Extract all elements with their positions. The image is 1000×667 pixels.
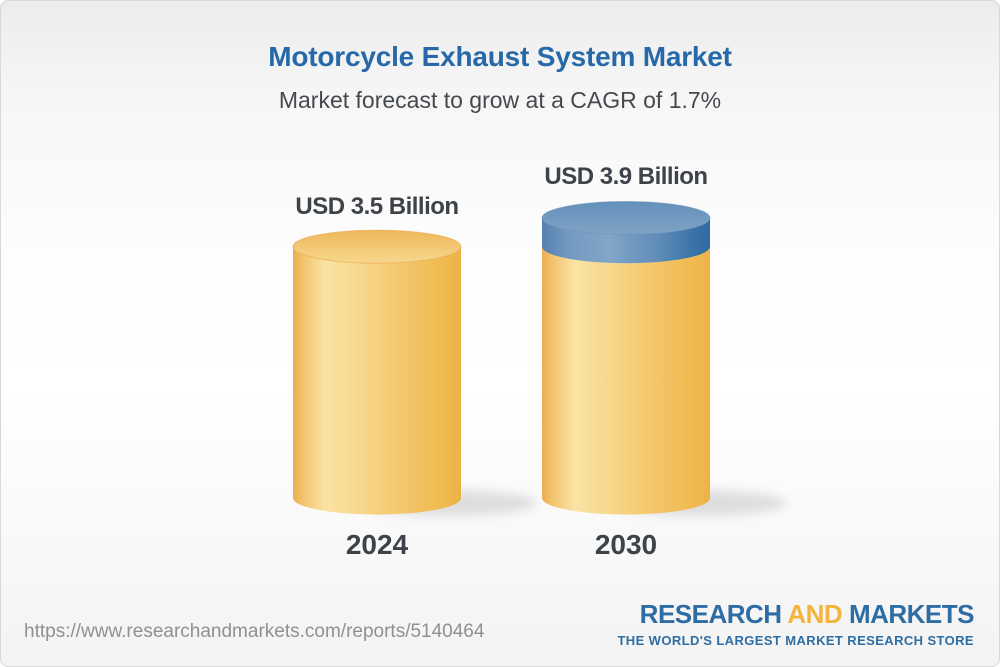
logo-word-and: AND [787, 599, 843, 629]
category-label-2024: 2024 [345, 529, 409, 560]
logo-word-research: RESEARCH [639, 599, 782, 629]
logo-word-markets: MARKETS [848, 599, 975, 629]
category-label-2030: 2030 [594, 529, 658, 560]
cylinder-2030 [541, 200, 786, 516]
logo-tagline: THE WORLD'S LARGEST MARKET RESEARCH STOR… [617, 633, 974, 648]
page-title: Motorcycle Exhaust System Market [268, 41, 732, 72]
cylinder-2024-body [293, 246, 461, 515]
value-label-2030: USD 3.9 Billion [544, 163, 708, 190]
logo-wordmark: RESEARCH AND MARKETS [617, 599, 975, 629]
cylinder-2030-growth-band [542, 217, 710, 264]
cylinder-2030-base-body [542, 246, 710, 515]
page-subtitle: Market forecast to grow at a CAGR of 1.7… [278, 87, 722, 113]
research-and-markets-logo: RESEARCH AND MARKETS THE WORLD'S LARGEST… [617, 601, 974, 647]
cylinder-2030-top [541, 200, 711, 235]
cylinder-2024 [292, 229, 537, 516]
report-url: https://www.researchandmarkets.com/repor… [24, 621, 485, 642]
value-label-2024: USD 3.5 Billion [295, 193, 459, 220]
cylinder-2024-top [292, 229, 462, 264]
